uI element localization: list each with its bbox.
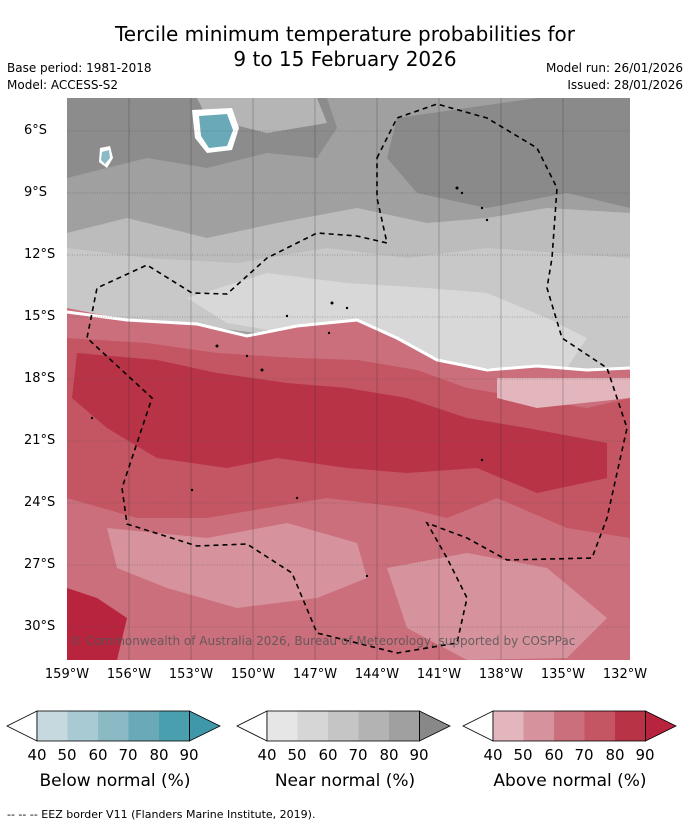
legend-below-swatch xyxy=(98,711,129,741)
legend-near-swatch xyxy=(358,711,389,741)
legend-tick: 60 xyxy=(544,746,564,764)
lon-label: 141°W xyxy=(416,667,462,682)
eez-footnote: -- -- -- EEZ border V11 (Flanders Marine… xyxy=(7,808,316,821)
base-period: Base period: 1981-2018 xyxy=(7,61,152,75)
issued-date: Issued: 28/01/2026 xyxy=(567,78,683,92)
above-normal-zone-pale-north-east xyxy=(497,378,630,408)
lon-label: 153°W xyxy=(168,667,214,682)
lon-label: 159°W xyxy=(44,667,90,682)
legend-above-normal-bar xyxy=(462,710,677,742)
chart-title: Tercile minimum temperature probabilitie… xyxy=(0,22,690,72)
legend-near-swatch xyxy=(267,711,298,741)
lat-label: 12°S xyxy=(24,247,56,262)
lat-label: 6°S xyxy=(24,123,48,138)
lon-label: 150°W xyxy=(230,667,276,682)
near-normal-zone-dark-east xyxy=(387,98,630,208)
below-normal-patch-small-inner xyxy=(101,150,110,164)
lat-label: 21°S xyxy=(24,433,56,448)
legend-tick: 60 xyxy=(88,746,108,764)
legend-tick: 60 xyxy=(318,746,338,764)
legend-below-label: Below normal (%) xyxy=(39,771,191,791)
title-line-1: Tercile minimum temperature probabilitie… xyxy=(114,22,576,46)
legend-tick: 80 xyxy=(149,746,169,764)
above-normal-zone-southwest xyxy=(67,588,127,660)
above-normal-zone-pale-south-east xyxy=(387,553,607,660)
legend-tick: 80 xyxy=(379,746,399,764)
legend-tick: 70 xyxy=(574,746,594,764)
legend-below-normal-bar xyxy=(6,710,221,742)
meta-right: Model run: 26/01/2026 Issued: 28/01/2026 xyxy=(546,60,683,94)
legend-below-max-arrow xyxy=(189,710,221,742)
title-line-2: 9 to 15 February 2026 xyxy=(233,47,457,71)
legend-tick: 90 xyxy=(409,746,429,764)
lat-label: 27°S xyxy=(24,557,56,572)
near-normal-zone-palest xyxy=(187,273,587,368)
legend-near-swatch xyxy=(389,711,420,741)
lon-label: 132°W xyxy=(602,667,648,682)
legend-near-normal-bar xyxy=(236,710,451,742)
lon-label: 156°W xyxy=(106,667,152,682)
legend-below-swatch xyxy=(128,711,159,741)
legend-tick: 40 xyxy=(257,746,277,764)
legend-tick: 70 xyxy=(118,746,138,764)
legend-above-swatch xyxy=(554,711,585,741)
legend-above-max-arrow xyxy=(645,710,677,742)
lat-label: 15°S xyxy=(24,309,56,324)
above-normal-zone-80 xyxy=(72,353,607,493)
legend-tick: 50 xyxy=(513,746,533,764)
meta-left: Base period: 1981-2018 Model: ACCESS-S2 xyxy=(7,60,152,94)
legend-tick: 40 xyxy=(27,746,47,764)
legend-above-swatch xyxy=(493,711,524,741)
eez-border xyxy=(86,103,628,654)
map-grid-lon xyxy=(128,98,564,660)
legend-tick: 70 xyxy=(348,746,368,764)
legend-near-label: Near normal (%) xyxy=(274,771,416,791)
near-normal-zone-light xyxy=(197,98,327,133)
legend-above-min-arrow xyxy=(462,710,494,742)
legend-below-swatch xyxy=(67,711,98,741)
legend-below-min-arrow xyxy=(6,710,38,742)
legend-tick: 80 xyxy=(605,746,625,764)
lon-label: 147°W xyxy=(292,667,338,682)
legend-above-swatch xyxy=(523,711,554,741)
legend-near-min-arrow xyxy=(236,710,268,742)
legend-below-swatch xyxy=(159,711,190,741)
legend-above-swatch xyxy=(615,711,646,741)
legend-tick: 50 xyxy=(287,746,307,764)
lon-label: 138°W xyxy=(478,667,524,682)
above-normal-zone-pale-south xyxy=(107,523,367,608)
legend-tick: 90 xyxy=(635,746,655,764)
lon-label: 135°W xyxy=(540,667,586,682)
lat-label: 24°S xyxy=(24,495,56,510)
below-normal-patch-north-inner xyxy=(199,114,233,148)
legend-near-swatch xyxy=(328,711,359,741)
legend-tick: 50 xyxy=(57,746,77,764)
lat-label: 9°S xyxy=(24,185,48,200)
lat-label: 18°S xyxy=(24,371,56,386)
legend-below-swatch xyxy=(37,711,68,741)
legend-near-max-arrow xyxy=(419,710,451,742)
legend-tick: 40 xyxy=(483,746,503,764)
islands xyxy=(90,186,489,578)
model-run: Model run: 26/01/2026 xyxy=(545,61,683,75)
legend-near-swatch xyxy=(297,711,328,741)
legend-above-swatch xyxy=(584,711,615,741)
legend-above-label: Above normal (%) xyxy=(493,771,647,791)
model-name: Model: ACCESS-S2 xyxy=(7,78,119,92)
copyright-notice: © Commonwealth of Australia 2026, Bureau… xyxy=(70,634,576,648)
lat-label: 30°S xyxy=(24,619,56,634)
probability-map xyxy=(67,98,630,660)
legend-tick: 90 xyxy=(179,746,199,764)
lon-label: 144°W xyxy=(354,667,400,682)
